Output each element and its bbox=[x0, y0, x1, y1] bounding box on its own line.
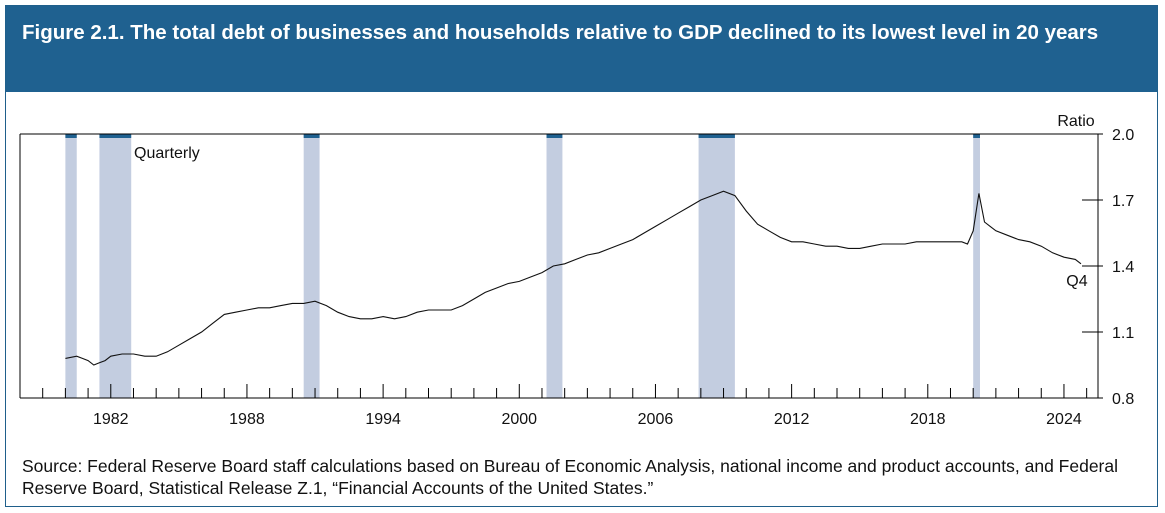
recession-band-3 bbox=[303, 134, 320, 398]
recession-marker-3 bbox=[303, 134, 320, 138]
recession-band-5 bbox=[698, 134, 735, 398]
end-point-label: Q4 bbox=[1066, 273, 1087, 290]
x-tick-label-2018: 2018 bbox=[910, 411, 946, 428]
x-tick-label-2024: 2024 bbox=[1046, 411, 1082, 428]
x-tick-label-2000: 2000 bbox=[501, 411, 537, 428]
x-tick-label-2006: 2006 bbox=[638, 411, 674, 428]
figure-frame: Figure 2.1. The total debt of businesses… bbox=[5, 5, 1158, 507]
source-note: Source: Federal Reserve Board staff calc… bbox=[22, 456, 1119, 498]
x-tick-label-1994: 1994 bbox=[365, 411, 401, 428]
recession-marker-1 bbox=[65, 134, 77, 138]
x-tick-label-1982: 1982 bbox=[93, 411, 129, 428]
y-axis-label: Ratio bbox=[1057, 113, 1094, 130]
recession-marker-5 bbox=[698, 134, 735, 138]
debt-to-gdp-line bbox=[65, 190, 1082, 366]
ticks-layer: 1982 1988 1994 2000 2006 2012 2018 2024 0.8 1.1 1.… bbox=[19, 127, 1134, 428]
y-tick-label-0.8: 0.8 bbox=[1112, 391, 1134, 408]
y-tick-label-1.4: 1.4 bbox=[1112, 259, 1134, 276]
x-tick-label-2012: 2012 bbox=[774, 411, 810, 428]
y-tick-label-1.7: 1.7 bbox=[1112, 193, 1134, 210]
axes-layer bbox=[19, 133, 1099, 399]
recession-marker-2 bbox=[99, 134, 132, 138]
series-layer bbox=[65, 190, 1082, 366]
recession-marker-4 bbox=[546, 134, 563, 138]
frequency-label: Quarterly bbox=[134, 145, 200, 162]
recession-band-2 bbox=[99, 134, 132, 398]
y-tick-label-1.1: 1.1 bbox=[1112, 325, 1134, 342]
y-tick-label-2.0: 2.0 bbox=[1112, 127, 1134, 144]
x-tick-label-1988: 1988 bbox=[229, 411, 265, 428]
recession-marker-6 bbox=[973, 134, 980, 138]
figure-title: Figure 2.1. The total debt of businesses… bbox=[6, 6, 1157, 92]
recession-band-1 bbox=[65, 134, 77, 398]
recession-shading-layer bbox=[65, 134, 980, 398]
chart-svg: 1982 1988 1994 2000 2006 2012 2018 2024 0.8 1.1 1.… bbox=[19, 113, 1134, 428]
recession-band-6 bbox=[973, 134, 980, 398]
